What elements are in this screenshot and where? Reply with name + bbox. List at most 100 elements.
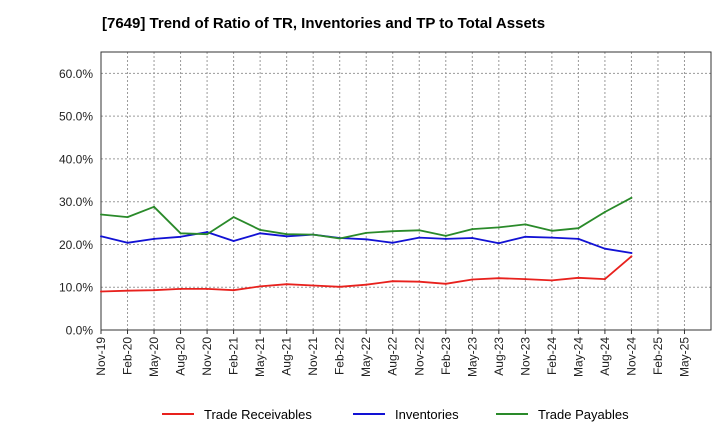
x-tick-label: Aug-21 <box>280 337 294 376</box>
data-point-inventories <box>418 236 421 239</box>
data-point-inventories <box>365 238 368 241</box>
data-point-inventories <box>232 240 235 243</box>
data-point-inventories <box>603 247 606 250</box>
x-tick-label: Feb-20 <box>121 337 135 375</box>
legend-label: Trade Receivables <box>204 406 312 422</box>
y-tick-label: 40.0% <box>59 152 93 166</box>
y-tick-label: 20.0% <box>59 238 93 252</box>
x-tick-label: Nov-23 <box>518 337 532 376</box>
x-tick-label: Aug-23 <box>492 337 506 376</box>
data-point-trade-payables <box>391 230 394 233</box>
legend-swatch-inventories <box>353 413 385 415</box>
data-point-trade-receivables <box>100 290 102 293</box>
data-point-trade-payables <box>338 237 341 240</box>
data-point-trade-payables <box>312 233 315 236</box>
data-point-inventories <box>100 235 102 238</box>
data-point-trade-payables <box>206 233 209 236</box>
data-point-trade-receivables <box>338 285 341 288</box>
y-tick-label: 60.0% <box>59 67 93 81</box>
x-tick-label: May-25 <box>677 337 691 377</box>
y-tick-label: 10.0% <box>59 281 93 295</box>
data-point-inventories <box>471 237 474 240</box>
data-point-trade-receivables <box>259 285 262 288</box>
data-point-inventories <box>550 236 553 239</box>
data-point-trade-payables <box>179 232 182 235</box>
data-point-trade-receivables <box>232 289 235 292</box>
data-point-inventories <box>259 232 262 235</box>
data-point-trade-payables <box>285 233 288 236</box>
data-point-trade-receivables <box>524 278 527 281</box>
data-point-trade-receivables <box>153 289 156 292</box>
x-tick-label: Feb-25 <box>651 337 665 375</box>
data-point-trade-receivables <box>577 276 580 279</box>
data-point-trade-payables <box>232 216 235 219</box>
series-lines <box>100 196 633 293</box>
legend-label: Inventories <box>395 406 459 422</box>
x-tick-label: Nov-19 <box>94 337 108 376</box>
legend-swatch-trade-payables <box>496 413 528 415</box>
data-point-trade-payables <box>259 228 262 231</box>
data-point-trade-receivables <box>312 284 315 287</box>
data-point-inventories <box>577 237 580 240</box>
data-point-inventories <box>285 235 288 238</box>
data-point-trade-receivables <box>418 280 421 283</box>
x-tick-label: Aug-22 <box>386 337 400 376</box>
data-point-trade-payables <box>550 229 553 232</box>
data-point-trade-receivables <box>550 279 553 282</box>
data-point-trade-payables <box>497 226 500 229</box>
chart-title: [7649] Trend of Ratio of TR, Inventories… <box>102 15 546 32</box>
data-point-trade-payables <box>577 227 580 230</box>
x-tick-label: May-20 <box>147 337 161 377</box>
legend-label: Trade Payables <box>538 406 629 422</box>
data-point-trade-payables <box>444 234 447 237</box>
y-tick-labels: 0.0% 10.0% 20.0% 30.0% 40.0% 50.0% 60.0% <box>59 67 93 338</box>
data-point-trade-receivables <box>603 278 606 281</box>
data-point-trade-receivables <box>126 289 129 292</box>
x-tick-label: Nov-22 <box>412 337 426 376</box>
data-point-trade-payables <box>126 216 129 219</box>
legend-item-trade-receivables: Trade Receivables <box>162 403 312 425</box>
x-tick-label: Feb-22 <box>333 337 347 375</box>
x-tick-label: Feb-24 <box>545 337 559 375</box>
data-point-inventories <box>497 242 500 245</box>
grid-lines <box>101 52 711 330</box>
x-tick-label: Nov-20 <box>200 337 214 376</box>
data-point-trade-receivables <box>497 277 500 280</box>
data-point-trade-receivables <box>630 255 633 258</box>
data-point-trade-receivables <box>391 280 394 283</box>
x-tick-labels: Nov-19 Feb-20 May-20 Aug-20 Nov-20 Feb-21 May-… <box>94 337 691 377</box>
data-point-trade-payables <box>365 231 368 234</box>
data-point-trade-payables <box>630 196 633 199</box>
axes <box>100 51 712 334</box>
data-point-inventories <box>630 252 633 255</box>
legend-swatch-trade-receivables <box>162 413 194 415</box>
data-point-inventories <box>153 237 156 240</box>
data-point-trade-payables <box>100 213 102 216</box>
data-point-trade-payables <box>524 223 527 226</box>
x-tick-label: May-22 <box>359 337 373 377</box>
data-point-trade-receivables <box>206 287 209 290</box>
plot-frame <box>100 51 712 331</box>
data-point-trade-receivables <box>444 282 447 285</box>
x-tick-label: Feb-23 <box>439 337 453 375</box>
legend-item-trade-payables: Trade Payables <box>496 403 629 425</box>
x-tick-label: May-24 <box>571 337 585 377</box>
data-point-trade-receivables <box>285 283 288 286</box>
data-point-trade-payables <box>603 210 606 213</box>
data-point-trade-payables <box>471 228 474 231</box>
y-tick-label: 0.0% <box>66 324 94 338</box>
y-tick-label: 30.0% <box>59 195 93 209</box>
x-tick-label: Aug-24 <box>598 337 612 376</box>
data-point-inventories <box>126 241 129 244</box>
x-tick-label: Feb-21 <box>227 337 241 375</box>
x-tick-label: Aug-20 <box>174 337 188 376</box>
x-tick-label: Nov-21 <box>306 337 320 376</box>
legend: Trade Receivables Inventories Trade Paya… <box>0 403 720 425</box>
data-point-trade-receivables <box>179 287 182 290</box>
y-tick-label: 50.0% <box>59 110 93 124</box>
data-point-inventories <box>206 231 209 234</box>
data-point-trade-payables <box>153 205 156 208</box>
x-tick-label: May-21 <box>253 337 267 377</box>
x-tick-label: Nov-24 <box>624 337 638 376</box>
